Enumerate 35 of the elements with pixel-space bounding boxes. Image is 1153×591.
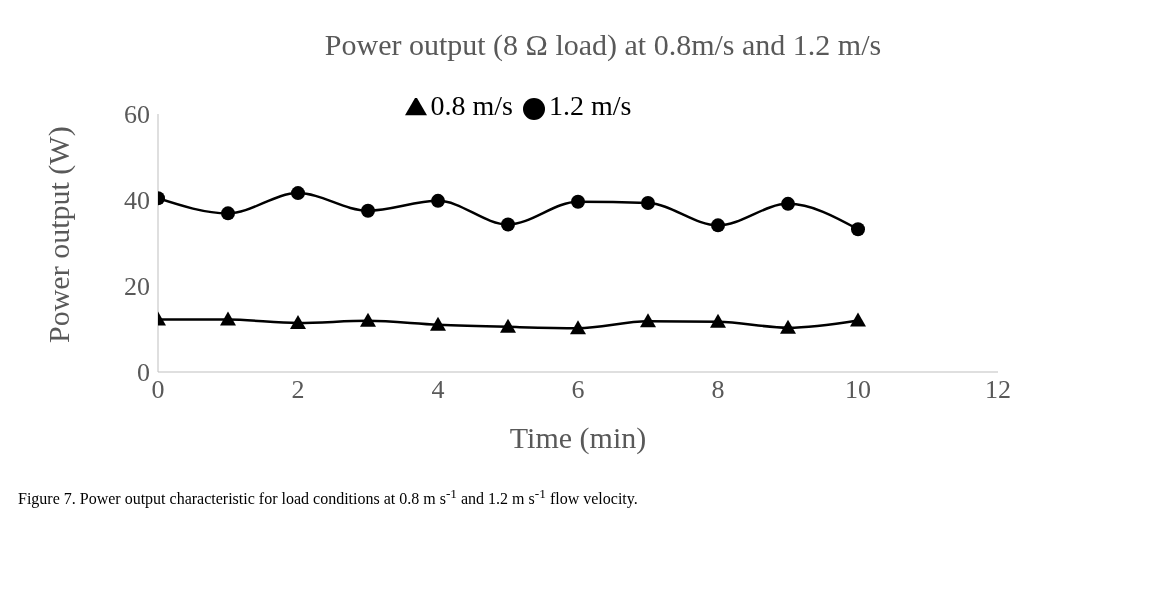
point [361,203,375,218]
x-tick-label: 8 [711,375,725,405]
point [850,312,866,327]
point [220,311,236,326]
y-tick-label: 60 [124,100,150,130]
caption: Figure 7. Power output characteristic for load conditions at 0.8 m s$^{-1}$ and 1.2 m s$^{-1}$ flow velocity. [18,486,639,509]
point [851,222,865,237]
point [221,206,235,221]
x-tick-label: 10 [845,375,871,405]
point [360,312,376,327]
point [640,313,656,328]
point [501,217,515,232]
y-tick-label: 20 [124,272,150,302]
y-tick-label: 40 [124,186,150,216]
point [780,319,796,334]
point [571,194,585,209]
point [430,316,446,331]
x-tick-label: 12 [985,375,1011,405]
y-axis-title: Power output (W) [41,126,76,343]
point [781,196,795,211]
point [500,318,516,333]
point [570,320,586,335]
point [711,218,725,233]
point [291,186,305,201]
legend-label: 0.8 m/s [430,90,513,121]
chart-title: Power output (8 Ω load) at 0.8m/s and 1.2 m/s [323,28,883,62]
x-axis-title: Time (min) [509,421,647,455]
x-tick-label: 6 [571,375,585,405]
point [710,313,726,328]
x-tick-label: 4 [431,375,445,405]
point [290,314,306,329]
x-tick-label: 2 [291,375,305,405]
point [431,193,445,208]
point [641,196,655,211]
legend-label: 1.2 m/s [549,90,632,121]
